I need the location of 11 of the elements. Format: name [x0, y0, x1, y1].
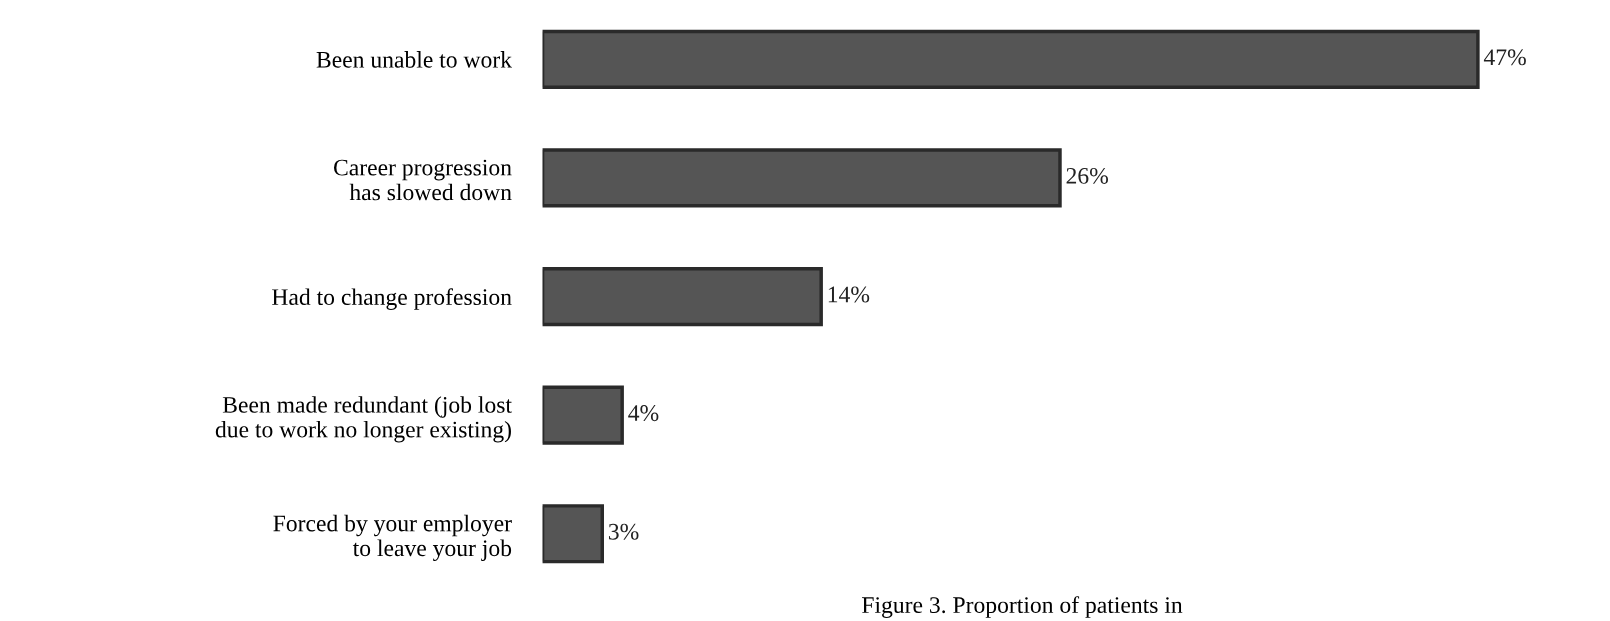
y-tick-label: Been unable to work — [316, 51, 513, 68]
y-tick-label: Career progression has slowed down — [333, 159, 512, 201]
data-label: 26% — [1066, 167, 1109, 184]
y-tick-label: Had to change profession — [272, 288, 512, 310]
data-label: 47% — [1483, 49, 1526, 66]
annotation: Figure 3. Proportion of patients in — [862, 596, 1183, 618]
data-label: 14% — [828, 286, 870, 303]
data-label: 3% — [608, 523, 639, 540]
y-tick-label: Been made redundant (job lost due to work no longer existing) — [215, 396, 512, 443]
data-label: 4% — [628, 405, 659, 422]
y-tick-label: Forced by your employer to leave your job — [273, 514, 512, 562]
